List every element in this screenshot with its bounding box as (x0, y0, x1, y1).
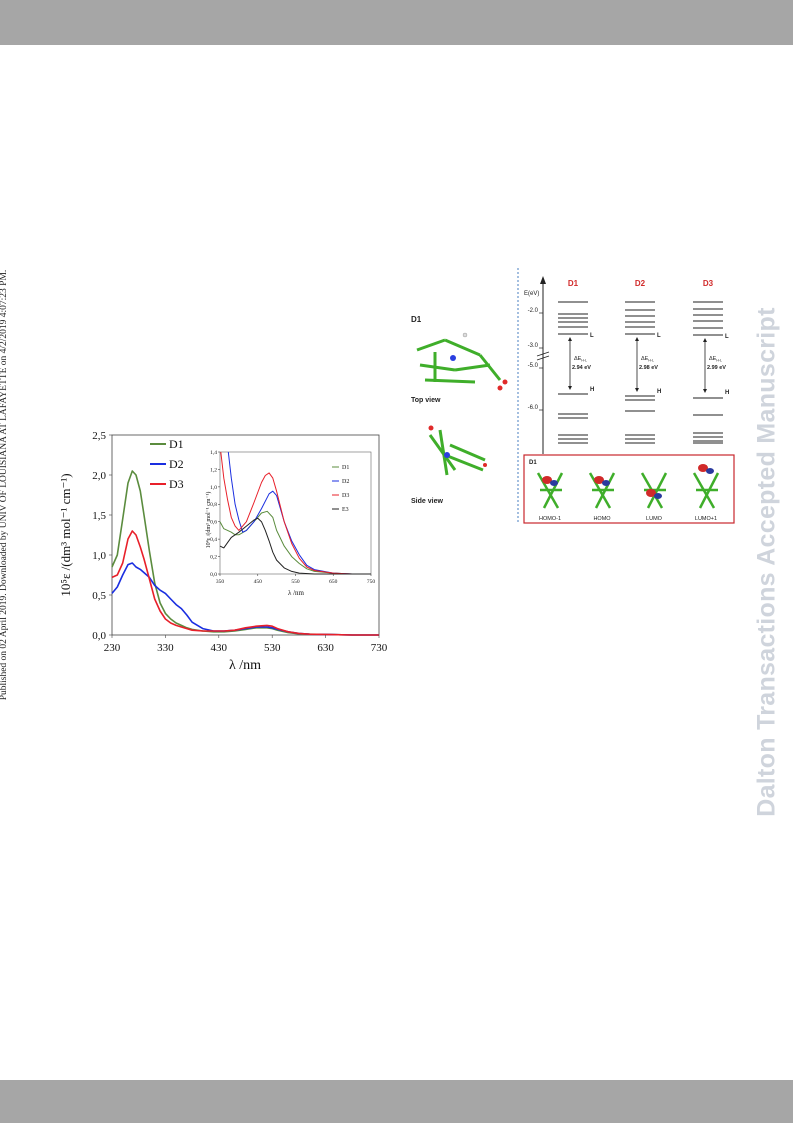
inset-legend-label-E3: E3 (342, 507, 349, 513)
top-bar (0, 0, 793, 45)
gap-value: 2.99 eV (707, 365, 726, 371)
gap-arrow-head (568, 337, 572, 341)
lumo-marker: L (590, 333, 594, 339)
main-y-tick-label: 1,5 (92, 510, 106, 522)
main-xlabel: λ /nm (229, 658, 261, 673)
inset-y-tick-label: 0,8 (210, 502, 217, 508)
molecule-panel: D1 Top view Side view (411, 315, 508, 505)
gap-arrow-head (635, 388, 639, 392)
main-y-tick-label: 2,5 (92, 430, 106, 442)
gap-label: ΔEH-L (709, 356, 722, 363)
homo-marker: H (725, 390, 729, 396)
inset-y-tick-label: 1,0 (210, 485, 217, 491)
gap-arrow-head (703, 389, 707, 393)
main-series-D3 (111, 530, 379, 636)
orbital-label: LUMO+1 (695, 516, 717, 522)
main-ylabel: 10⁵ε /(dm³ mol⁻¹ cm⁻¹) (58, 473, 73, 596)
orbital-homo-1: HOMO-1 (536, 472, 564, 522)
energy-column-D3: D3 L H ΔEH-L 2.99 eV (693, 279, 729, 444)
main-x-tick-label: 430 (211, 642, 228, 654)
inset-series-D2 (227, 451, 371, 575)
energy-column-D1: D1 L H ΔEH-L 2.94 eV (558, 279, 594, 444)
main-x-tick-label: 330 (157, 642, 174, 654)
inset-legend-label-D3: D3 (342, 493, 349, 499)
inset-x-tick-label: 350 (216, 579, 225, 585)
side-view-label: Side view (411, 498, 443, 505)
lumo-marker: L (725, 334, 729, 340)
homo-marker: H (657, 389, 661, 395)
energy-tick-label: -2.0 (528, 308, 539, 314)
main-x-tick-label: 730 (371, 642, 388, 654)
absorption-figure: 230 330 430 530 630 730 0,0 0,5 1,0 1,5 2,0 2,5 10⁵… (58, 430, 388, 673)
inset-y-tick-label: 0,6 (210, 520, 217, 526)
inset-y-tick-label: 0,0 (210, 572, 217, 578)
energy-tick-label: -6.0 (528, 405, 539, 411)
energy-tick-label: -5.0 (528, 363, 539, 369)
orbital-lumo: LUMO (640, 472, 668, 522)
main-x-tick-label: 530 (264, 642, 281, 654)
main-legend-label-D1: D1 (169, 437, 184, 451)
inset-y-tick-label: 0,4 (210, 537, 217, 543)
lumo-marker: L (657, 333, 661, 339)
top-view-molecule (416, 332, 508, 391)
inset-y-tick-label: 0,2 (210, 554, 217, 560)
orbital-label: HOMO (593, 516, 611, 522)
inset-x-tick-label: 650 (329, 579, 338, 585)
gap-label: ΔEH-L (574, 356, 587, 363)
main-legend-label-D3: D3 (169, 477, 184, 491)
gap-arrow-head (568, 386, 572, 390)
download-note-text: Published on 02 April 2019. Downloaded b… (0, 269, 9, 701)
energy-column-D2: D2 L H ΔEH-L 2.98 eV (625, 279, 661, 444)
inset-series-E3 (219, 517, 371, 575)
orbital-label: HOMO-1 (539, 516, 561, 522)
main-x-tick-label: 230 (104, 642, 121, 654)
homo-marker: H (590, 387, 594, 393)
column-title: D1 (568, 279, 579, 288)
main-y-tick-label: 2,0 (92, 470, 106, 482)
inset-x-tick-label: 750 (367, 579, 376, 585)
orbital-lumo-plus-1: LUMO+1 (692, 464, 720, 522)
watermark-text: Dalton Transactions Accepted Manuscript (752, 307, 781, 817)
gap-arrow-head (635, 337, 639, 341)
axis-break (536, 351, 550, 357)
bottom-bar (0, 1080, 793, 1123)
inset-y-tick-label: 1,2 (210, 467, 217, 473)
orbital-homo: HOMO (588, 472, 616, 522)
inset-series-D3 (220, 451, 371, 575)
energy-tick-label: -3.0 (528, 343, 539, 349)
orbital-box-title: D1 (529, 460, 537, 466)
inset-frame (219, 451, 372, 575)
main-plot-frame (111, 434, 380, 636)
inset-x-tick-label: 450 (254, 579, 263, 585)
top-view-label: Top view (411, 397, 441, 404)
inset-legend-label-D1: D1 (342, 465, 349, 471)
inset-y-tick-label: 1,4 (210, 450, 217, 456)
energy-axis-arrow (540, 276, 546, 284)
column-title: D3 (703, 279, 714, 288)
gap-label: ΔEH-L (641, 356, 654, 363)
inset-x-tick-label: 550 (291, 579, 300, 585)
main-y-tick-label: 0,5 (92, 590, 106, 602)
molecule-title: D1 (411, 315, 422, 324)
orbital-label: LUMO (646, 516, 663, 522)
inset-series-D1 (219, 510, 371, 575)
inset-ylabel: 10⁴ε /(dm³ mol⁻¹ cm⁻¹) (205, 492, 212, 549)
orbital-box (523, 454, 735, 524)
inset-xlabel: λ /nm (288, 589, 305, 597)
column-title: D2 (635, 279, 646, 288)
gap-value: 2.98 eV (639, 365, 658, 371)
energy-axis-label: E(eV) (524, 291, 539, 297)
main-y-tick-label: 1,0 (92, 550, 106, 562)
main-legend-label-D2: D2 (169, 457, 184, 471)
gap-value: 2.94 eV (572, 365, 591, 371)
side-view-molecule (428, 425, 487, 476)
main-y-tick-label: 0,0 (92, 630, 106, 642)
main-x-tick-label: 630 (317, 642, 334, 654)
inset-legend-label-D2: D2 (342, 479, 349, 485)
axis-break (536, 355, 550, 361)
gap-arrow-head (703, 338, 707, 342)
